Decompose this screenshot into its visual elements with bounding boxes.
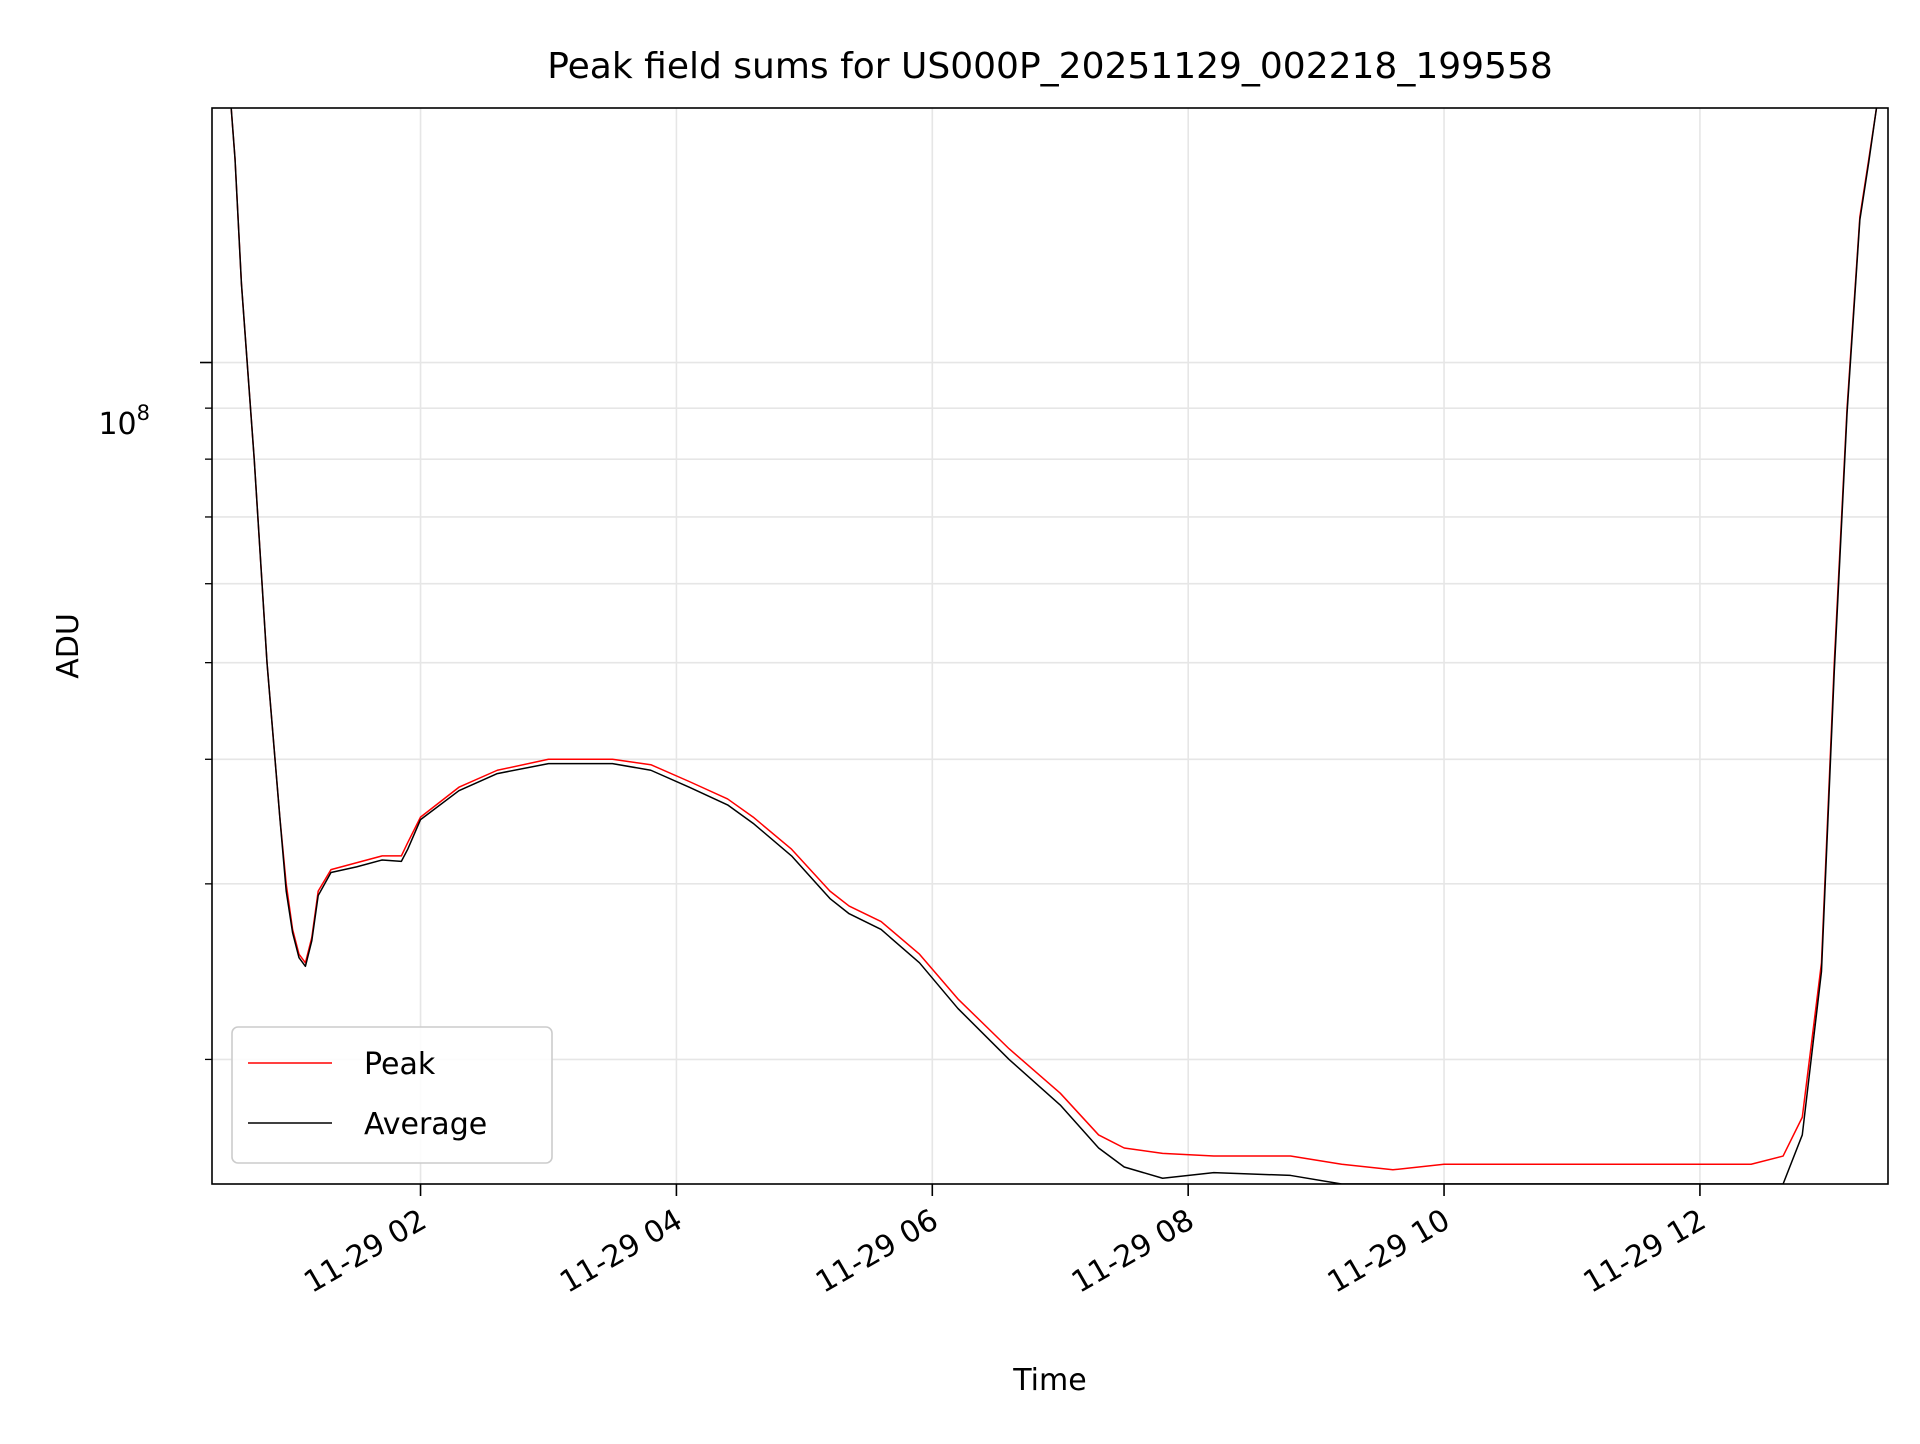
series-layer	[230, 108, 1878, 1184]
legend-box	[231, 1026, 553, 1164]
grid-layer	[212, 108, 1888, 1184]
series-line-peak	[230, 108, 1878, 1171]
chart-title: Peak field sums for US000P_20251129_0022…	[547, 46, 1553, 87]
legend-label-peak: Peak	[364, 1047, 436, 1082]
axes-frame	[211, 107, 1889, 1185]
legend-label-average: Average	[364, 1107, 487, 1142]
y-axis-label: ADU	[51, 613, 86, 679]
legend: Peak Average	[231, 1026, 553, 1164]
x-axis-label: Time	[1012, 1363, 1086, 1398]
series-line-average	[230, 108, 1878, 1184]
y-tick-label-1e8: 108	[98, 401, 150, 442]
plot-area	[212, 108, 1888, 1184]
y-axis: 108	[98, 361, 212, 1061]
